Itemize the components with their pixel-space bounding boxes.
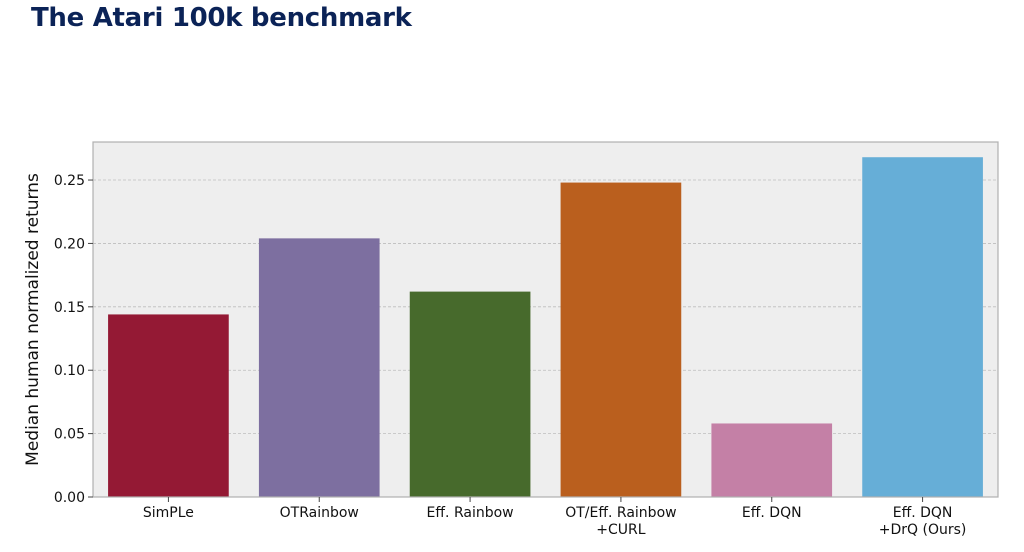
y-tick-label: 0.20 [54,236,85,252]
bar [711,423,833,497]
plot-background [93,142,998,497]
x-tick-label: SimPLe [143,505,194,521]
x-tick-label: Eff. DQN [893,505,953,521]
y-tick-label: 0.15 [54,300,85,316]
bar [258,238,380,497]
y-tick-label: 0.00 [54,490,85,506]
x-tick-label: Eff. DQN [742,505,802,521]
x-axis-ticks: SimPLe OTRainbow Eff. Rainbow OT/Eff. Rainb… [143,497,966,538]
bar [108,314,229,497]
x-tick-label: OTRainbow [280,505,359,521]
x-tick-label: +DrQ (Ours) [879,522,967,538]
y-tick-label: 0.25 [54,173,85,189]
y-tick-label: 0.10 [54,363,85,379]
y-tick-label: 0.05 [54,427,85,443]
y-axis-label: Median human normalized returns [23,173,43,466]
x-tick-label: OT/Eff. Rainbow [565,505,676,521]
x-tick-label: Eff. Rainbow [427,505,514,521]
y-axis-ticks: 0.00 0.05 0.10 0.15 0.20 0.25 [54,173,93,506]
x-tick-label: +CURL [596,522,645,538]
plot-frame [92,141,999,498]
grid-lines [93,179,998,435]
bar [560,182,682,498]
bars [108,157,983,498]
slide-title: The Atari 100k benchmark [31,3,412,33]
bar [409,291,531,497]
bar [862,157,983,497]
